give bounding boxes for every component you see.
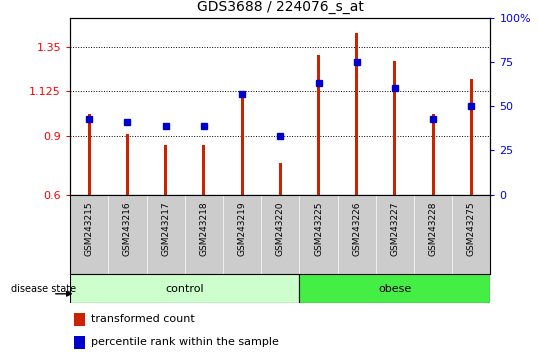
- Bar: [432, 114, 434, 195]
- Text: transformed count: transformed count: [91, 314, 195, 325]
- Bar: [164, 144, 167, 195]
- Text: disease state: disease state: [11, 284, 76, 294]
- Bar: [202, 144, 205, 195]
- Bar: [355, 33, 358, 195]
- Text: GSM243227: GSM243227: [390, 201, 399, 256]
- Bar: [393, 61, 397, 195]
- Text: GSM243216: GSM243216: [123, 201, 132, 256]
- Text: GSM243275: GSM243275: [467, 201, 476, 256]
- Bar: [88, 114, 91, 195]
- Bar: [299, 274, 490, 303]
- Bar: [470, 79, 473, 195]
- Text: GSM243215: GSM243215: [85, 201, 94, 256]
- Bar: [317, 55, 320, 195]
- Text: obese: obese: [378, 284, 412, 293]
- Text: GSM243226: GSM243226: [352, 201, 361, 256]
- Text: control: control: [165, 284, 204, 293]
- Text: GSM243228: GSM243228: [429, 201, 438, 256]
- Text: GSM243217: GSM243217: [161, 201, 170, 256]
- Text: GSM243220: GSM243220: [276, 201, 285, 256]
- Text: percentile rank within the sample: percentile rank within the sample: [91, 337, 279, 348]
- Title: GDS3688 / 224076_s_at: GDS3688 / 224076_s_at: [197, 0, 364, 14]
- Text: GSM243219: GSM243219: [238, 201, 246, 256]
- Bar: [74, 313, 85, 326]
- Bar: [240, 91, 244, 195]
- Bar: [279, 163, 282, 195]
- Bar: [70, 274, 299, 303]
- Bar: [74, 336, 85, 349]
- Bar: [126, 134, 129, 195]
- Text: GSM243225: GSM243225: [314, 201, 323, 256]
- Text: GSM243218: GSM243218: [199, 201, 209, 256]
